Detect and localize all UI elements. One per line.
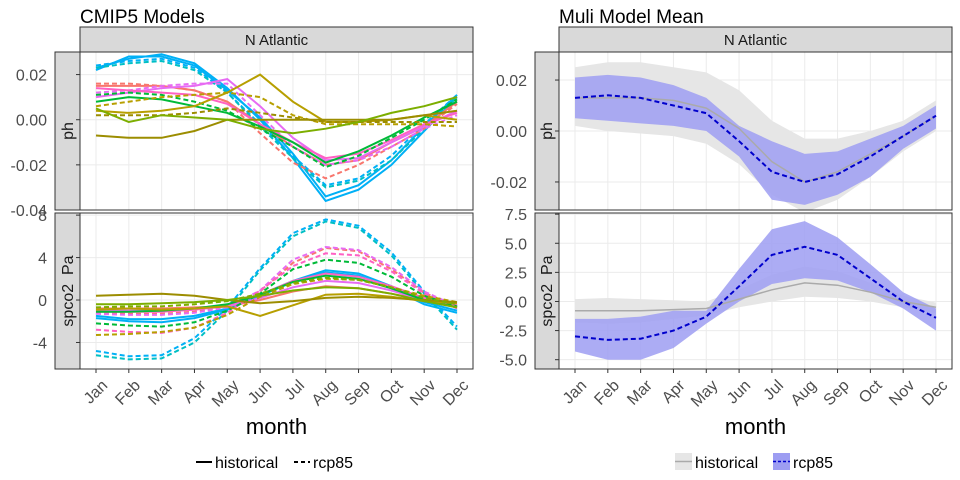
x-tick-label: Jul [282,377,308,403]
series-line-3 [95,59,458,189]
x-tick-label: Jun [245,377,275,407]
x-tick-label: Nov [407,377,439,409]
left-spco2-panel: 8 4 0 -4 Jan Feb Mar Apr May Jun Jul Aug Sep Oct Nov De… [33,208,474,411]
plot-area [574,62,937,210]
right-legend: historical rcp85 [675,453,833,472]
left-row-label-spco2: spco2 Pa [60,255,77,326]
series-line-5 [95,246,458,315]
left-row-strip-ph [54,51,81,211]
x-tick-label: Jun [724,377,754,407]
x-tick-label: May [688,377,721,410]
y-tick-label: -0.04 [11,203,48,220]
y-tick-label: 0.00 [16,113,47,130]
x-tick-label: Aug [788,377,820,409]
panel-border [558,212,953,370]
y-tick-label: -0.02 [11,158,48,175]
y-tick-label: 0 [38,293,47,310]
left-row-label-ph: ph [60,122,77,140]
series-line-7 [95,245,458,316]
series-line-8 [95,87,458,160]
series-line-2 [95,57,458,187]
y-tick-label: 5.0 [505,236,527,253]
left-ph-panel: 0.02 0.00 -0.02 -0.04 [11,51,474,220]
x-tick-label: Feb [112,377,144,409]
x-tick-label: Jan [560,377,590,407]
series-line-9 [95,96,458,164]
y-tick-label: 0.02 [496,73,527,90]
series-line-10 [95,91,458,169]
panel-border [79,212,474,370]
right-row-label-spco2: spco2 Pa [539,255,556,326]
y-tick-label: 8 [38,208,47,225]
left-facet-strip [79,26,474,53]
right-x-axis-title: month [725,414,786,439]
x-tick-label: Apr [180,377,210,407]
y-tick-label: 0.02 [16,68,47,85]
legend-rcp85-key [773,453,790,470]
mean-line-historical [575,282,937,312]
series-line-16 [95,276,458,309]
x-tick-label: Dec [919,377,951,409]
series-line-15 [95,96,458,135]
left-facet-label: N Atlantic [245,32,309,49]
x-tick-label: Sep [342,377,374,409]
right-facet-strip [558,26,953,53]
series-line-14 [96,107,457,123]
x-tick-label: May [209,377,242,410]
plot-area [95,53,458,203]
y-tick-label: 0.0 [505,294,527,311]
series-line-14 [95,292,458,305]
series-line-13 [95,109,458,139]
series-line-10 [96,274,458,313]
y-tick-label: 2.5 [505,265,527,282]
left-panel-title: CMIP5 Models [80,7,205,28]
ribbon-rcp85 [575,74,936,205]
y-tick-label: -0.02 [491,175,528,192]
panel-border [79,51,474,211]
x-tick-label: Jul [761,377,787,403]
mean-line-rcp85 [574,94,937,184]
right-facet-label: N Atlantic [724,32,788,49]
x-tick-label: Nov [886,377,918,409]
series-line-15 [96,286,458,309]
legend-historical-label: historical [215,455,278,472]
series-line-11 [95,258,458,328]
y-tick-label: 4 [38,251,47,268]
x-tick-label: Oct [856,377,886,407]
series-line-2 [95,220,458,361]
x-tick-label: Mar [145,377,177,409]
series-line-6 [95,78,458,162]
x-tick-label: Dec [440,377,472,409]
y-tick-label: 7.5 [505,207,527,224]
right-spco2-panel: 7.5 5.0 2.5 0.0 -2.5 -5.0 Jan Feb Mar Apr May Jun Ju… [499,207,953,411]
series-line-5 [96,82,458,180]
series-line-3 [95,218,458,358]
plot-area [95,218,458,361]
right-row-strip-spco2 [534,212,560,370]
ribbon-rcp85 [575,221,936,360]
legend-rcp85-label-right: rcp85 [793,455,833,472]
x-tick-label: Mar [624,377,656,409]
legend-rcp85-label: rcp85 [313,455,353,472]
y-tick-label: -4 [33,335,47,352]
legend-historical-label-right: historical [695,455,758,472]
plot-area [574,221,937,360]
x-tick-label: Feb [591,377,623,409]
right-panel-title: Muli Model Mean [559,7,704,28]
x-tick-label: Oct [377,377,407,407]
x-tick-label: Aug [309,377,341,409]
y-tick-label: 0.00 [496,124,527,141]
right-row-label-ph: ph [539,122,556,140]
left-x-axis-title: month [246,414,307,439]
x-tick-label: Jan [81,377,111,407]
mean-line-rcp85 [574,245,937,341]
left-legend: historical rcp85 [196,455,353,472]
x-tick-label: Apr [659,377,689,407]
y-tick-label: -2.5 [499,324,527,341]
right-ph-panel: 0.02 0.00 -0.02 [491,51,953,211]
x-tick-label: Sep [821,377,853,409]
series-line-12 [95,91,458,128]
y-tick-label: -5.0 [499,353,527,370]
